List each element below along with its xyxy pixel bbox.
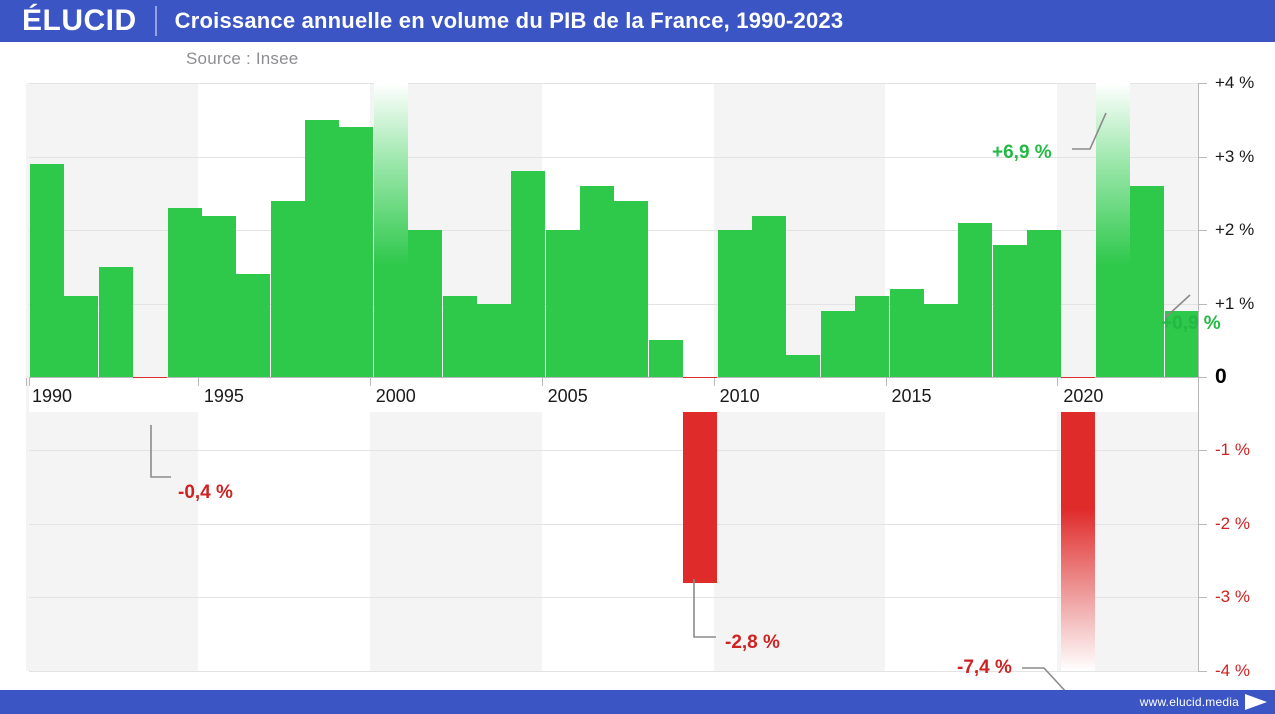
source-label: Source : Insee [186, 49, 299, 68]
x-tick [29, 378, 30, 386]
bar-1992[interactable] [98, 266, 133, 377]
bar-2005[interactable] [545, 230, 580, 377]
gridline [29, 83, 1198, 85]
y-tick [1198, 450, 1207, 452]
bar-1991[interactable] [64, 296, 99, 377]
bar-2016[interactable] [923, 303, 958, 377]
x-tick [541, 378, 543, 386]
y-tick [1198, 523, 1207, 525]
bar-1994[interactable] [167, 208, 202, 377]
y-axis-label: -2 % [1215, 513, 1250, 533]
bar-2020[interactable] [1061, 377, 1096, 671]
bar-2017[interactable] [958, 222, 993, 377]
y-tick [1198, 597, 1207, 599]
annotation-2020: -7,4 % [957, 657, 1012, 678]
bar-2006[interactable] [580, 186, 615, 377]
y-axis-label: +4 % [1215, 73, 1255, 93]
bar-2018[interactable] [992, 244, 1027, 377]
y-axis-label: -1 % [1215, 440, 1250, 460]
y-tick [1198, 83, 1207, 85]
annotation-2023: +0,9 % [1161, 313, 1221, 334]
annotation-1993: -0,4 % [178, 482, 233, 503]
bar-2022[interactable] [1130, 186, 1165, 377]
bar-2008[interactable] [648, 340, 683, 377]
y-tick [1198, 377, 1207, 378]
x-axis-label: 2010 [716, 386, 763, 407]
bar-2003[interactable] [476, 303, 511, 377]
y-tick [1198, 303, 1207, 305]
x-axis-label: 2020 [1060, 386, 1107, 407]
x-axis-label: 2005 [544, 386, 591, 407]
gridline [29, 156, 1198, 158]
gridline [29, 523, 1198, 525]
bar-2011[interactable] [751, 215, 786, 377]
x-axis-label: 1990 [28, 386, 76, 407]
x-tick [713, 378, 715, 386]
bar-1996[interactable] [236, 274, 271, 377]
gridline [29, 670, 1198, 672]
bar-2004[interactable] [511, 171, 546, 377]
leader-line-1993 [150, 425, 171, 478]
leader-line-2023 [1165, 294, 1191, 318]
bar-2021[interactable] [1095, 83, 1130, 377]
bar-2010[interactable] [717, 230, 752, 377]
leader-line-2009 [693, 579, 716, 638]
y-axis-label: -3 % [1215, 587, 1250, 607]
bar-2002[interactable] [442, 296, 477, 377]
bar-1998[interactable] [305, 120, 340, 377]
leader-line-2021 [1072, 112, 1107, 150]
bar-chart: 1990 1995 2000 2005 2010 2015 2020 +4 % +3 % +2 … [0, 42, 1275, 695]
y-tick [1198, 230, 1207, 232]
bar-2019[interactable] [1027, 230, 1062, 377]
leader-line-2020 [1022, 667, 1069, 695]
bar-1997[interactable] [270, 200, 305, 377]
arrow-icon [1245, 694, 1267, 710]
page-footer: www.elucid.media [0, 690, 1275, 714]
bar-2007[interactable] [614, 200, 649, 377]
x-tick [197, 378, 199, 386]
gridline [29, 597, 1198, 599]
bar-series [29, 83, 1199, 671]
bar-1999[interactable] [339, 127, 374, 377]
y-axis-label: 0 [1215, 365, 1227, 388]
x-axis-label: 2000 [372, 386, 419, 407]
page-header: ÉLUCID Croissance annuelle en volume du … [0, 0, 1275, 42]
y-axis-label: -4 % [1215, 660, 1250, 680]
y-axis: +4 % +3 % +2 % +1 % 0 -1 % -2 % -3 % -4 % [1198, 73, 1275, 680]
bar-1990[interactable] [30, 164, 64, 377]
elucid-logo: ÉLUCID [22, 4, 137, 37]
annotation-2009: -2,8 % [725, 632, 780, 653]
bar-2000[interactable] [373, 83, 408, 377]
page-title: Croissance annuelle en volume du PIB de … [174, 8, 844, 33]
y-axis-label: +2 % [1215, 220, 1255, 240]
header-divider [154, 6, 157, 36]
y-tick [1198, 670, 1207, 672]
website-url: www.elucid.media [1139, 695, 1239, 709]
y-tick [1198, 156, 1207, 158]
x-axis-label: 2015 [888, 386, 935, 407]
x-tick [885, 378, 887, 386]
y-axis-label: +3 % [1215, 146, 1255, 166]
bar-2023[interactable] [1164, 310, 1199, 377]
x-axis-label: 1995 [200, 386, 247, 407]
gridline [29, 450, 1198, 452]
x-tick [1057, 378, 1059, 386]
x-tick [26, 378, 27, 386]
y-axis-label: +1 % [1215, 293, 1255, 313]
zero-line [29, 377, 1198, 378]
plot-area [26, 83, 1199, 672]
annotation-2021: +6,9 % [992, 142, 1052, 163]
x-tick [369, 378, 371, 386]
bar-2001[interactable] [408, 230, 443, 377]
bar-1995[interactable] [201, 215, 236, 377]
bar-2013[interactable] [820, 310, 855, 377]
bar-2014[interactable] [855, 296, 890, 377]
bar-2012[interactable] [786, 354, 821, 377]
bar-2015[interactable] [889, 288, 924, 377]
